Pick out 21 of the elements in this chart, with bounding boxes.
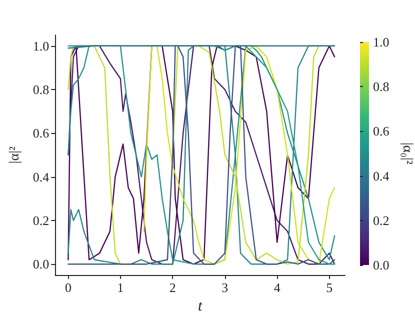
color-bar-label: 0.2 (373, 212, 390, 228)
y-tick-label: 1.0 (32, 38, 50, 54)
y-tick-label: 0.8 (32, 82, 50, 98)
color-bar-label: 0.6 (373, 124, 390, 139)
x-tick-label: 2 (169, 280, 176, 295)
x-tick-label: 5 (326, 280, 333, 295)
y-tick-label: 0.6 (32, 126, 50, 141)
x-tick-label: 3 (222, 280, 228, 295)
y-tick-label: 0.2 (32, 212, 50, 228)
y-axis-title: |α|² (8, 146, 22, 164)
y-tick-label: 0.0 (32, 256, 50, 272)
color-bar-label: 0.8 (373, 79, 390, 94)
x-tick-label: 4 (274, 280, 281, 295)
y-tick-label: 0.4 (32, 169, 50, 184)
color-bar-title: |α₀|² (400, 142, 414, 165)
color-bar-label: 0.0 (373, 258, 390, 272)
color-bar-label: 1.0 (373, 34, 390, 50)
x-axis-title: t (198, 298, 203, 314)
color-bar-label: 0.4 (373, 168, 390, 184)
x-tick-label: 1 (117, 280, 124, 295)
x-tick-label: 0 (64, 280, 72, 295)
